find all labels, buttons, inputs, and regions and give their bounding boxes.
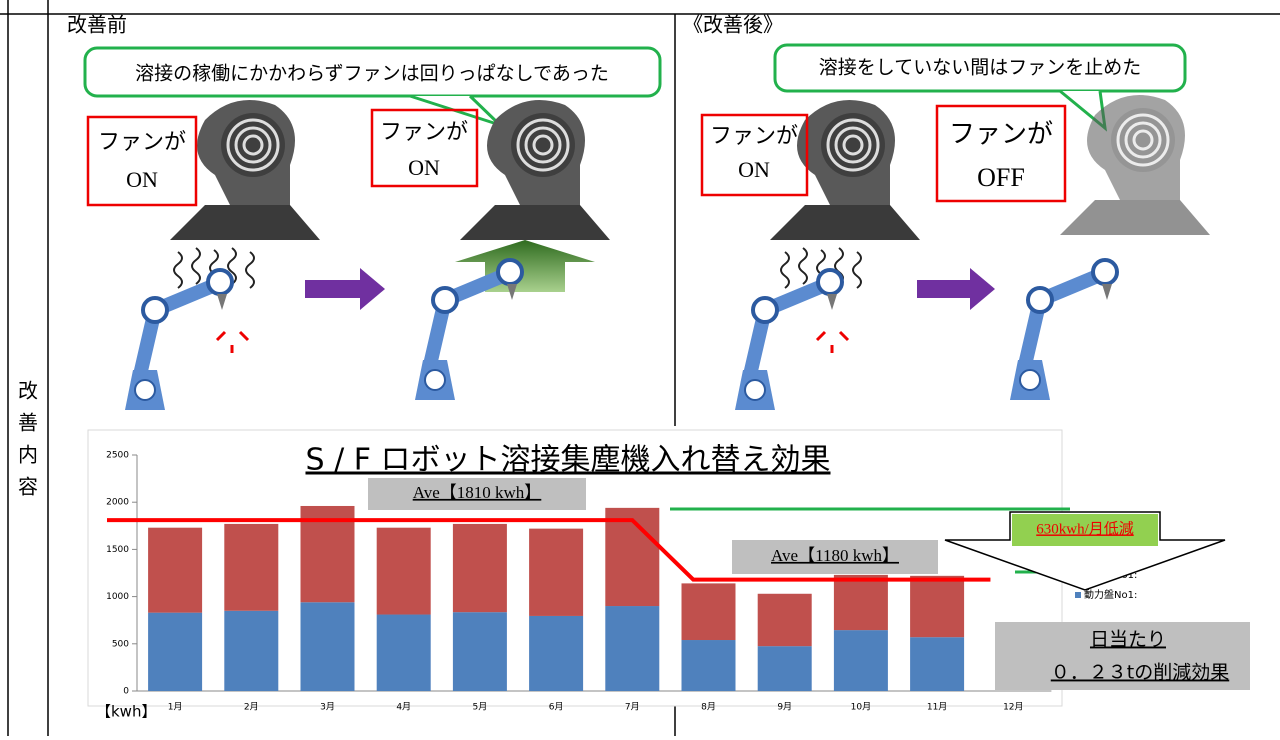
- y-tick-label: 2000: [106, 498, 129, 508]
- y-tick-label: 1500: [106, 545, 129, 555]
- side-char: 内: [18, 443, 38, 467]
- bar: [377, 528, 431, 615]
- bar: [148, 613, 202, 691]
- bar: [834, 575, 888, 630]
- chart-title: S / F ロボット溶接集塵機入れ替え効果: [305, 443, 830, 478]
- state-value: ON: [738, 157, 770, 182]
- bar: [148, 528, 202, 613]
- bar: [377, 615, 431, 691]
- state-label: ファンが: [98, 130, 186, 155]
- bar: [834, 630, 888, 691]
- heading: 改善前: [67, 13, 127, 37]
- state-value: OFF: [977, 163, 1025, 192]
- bar: [758, 646, 812, 691]
- bar: [910, 576, 964, 637]
- side-label: 改 善 内 容: [18, 379, 38, 499]
- bar: [682, 640, 736, 691]
- x-tick-label: 6月: [549, 702, 564, 713]
- x-tick-label: 9月: [777, 702, 792, 713]
- bar: [224, 524, 278, 611]
- x-tick-label: 12月: [1003, 702, 1023, 713]
- saving-label: 日当たり: [1090, 629, 1166, 651]
- x-tick-label: 1月: [168, 702, 183, 713]
- bar: [682, 583, 736, 640]
- state-value: ON: [408, 155, 440, 180]
- state-label: ファンが: [949, 120, 1053, 150]
- bar: [453, 612, 507, 691]
- x-tick-label: 8月: [701, 702, 716, 713]
- x-tick-label: 4月: [396, 702, 411, 713]
- average-label: Ave【1810 kwh】: [413, 483, 542, 502]
- heading: 《改善後》: [683, 13, 783, 37]
- y-unit: 【kwh】: [96, 703, 156, 721]
- bar: [453, 524, 507, 612]
- callout: 溶接の稼働にかかわらずファンは回りっぱなしであった: [135, 63, 609, 85]
- callout: 溶接をしていない間はファンを止めた: [819, 57, 1141, 79]
- y-tick-label: 2500: [106, 451, 129, 461]
- x-tick-label: 2月: [244, 702, 259, 713]
- bar: [301, 602, 355, 691]
- page: 改 善 内 容 改善前 《改善後》 溶接の稼働にかかわらずファンは回りっぱなしで…: [0, 0, 1280, 736]
- x-tick-label: 11月: [927, 702, 947, 713]
- x-tick-label: 3月: [320, 702, 335, 713]
- y-tick-label: 0: [123, 687, 129, 697]
- bar: [224, 611, 278, 691]
- bar: [605, 606, 659, 691]
- state-label: ファンが: [710, 124, 798, 149]
- x-tick-label: 5月: [473, 702, 488, 713]
- side-char: 容: [18, 475, 38, 499]
- y-tick-label: 1000: [106, 592, 129, 602]
- y-tick-label: 500: [112, 639, 129, 649]
- saving-label: ０．２３tの削減効果: [1051, 662, 1229, 684]
- state-value: ON: [126, 167, 158, 192]
- reduction-label: 630kwh/月低減: [1036, 520, 1134, 537]
- side-char: 改: [18, 379, 38, 403]
- legend-label: 動力盤No1:: [1084, 588, 1137, 601]
- x-tick-label: 10月: [851, 702, 871, 713]
- x-tick-label: 7月: [625, 702, 640, 713]
- legend-swatch: [1075, 592, 1081, 598]
- bar: [910, 637, 964, 691]
- bar: [758, 594, 812, 646]
- average-label: Ave【1180 kwh】: [771, 546, 899, 565]
- side-char: 善: [18, 411, 38, 435]
- bar: [529, 529, 583, 616]
- state-label: ファンが: [380, 120, 468, 145]
- bar: [529, 616, 583, 691]
